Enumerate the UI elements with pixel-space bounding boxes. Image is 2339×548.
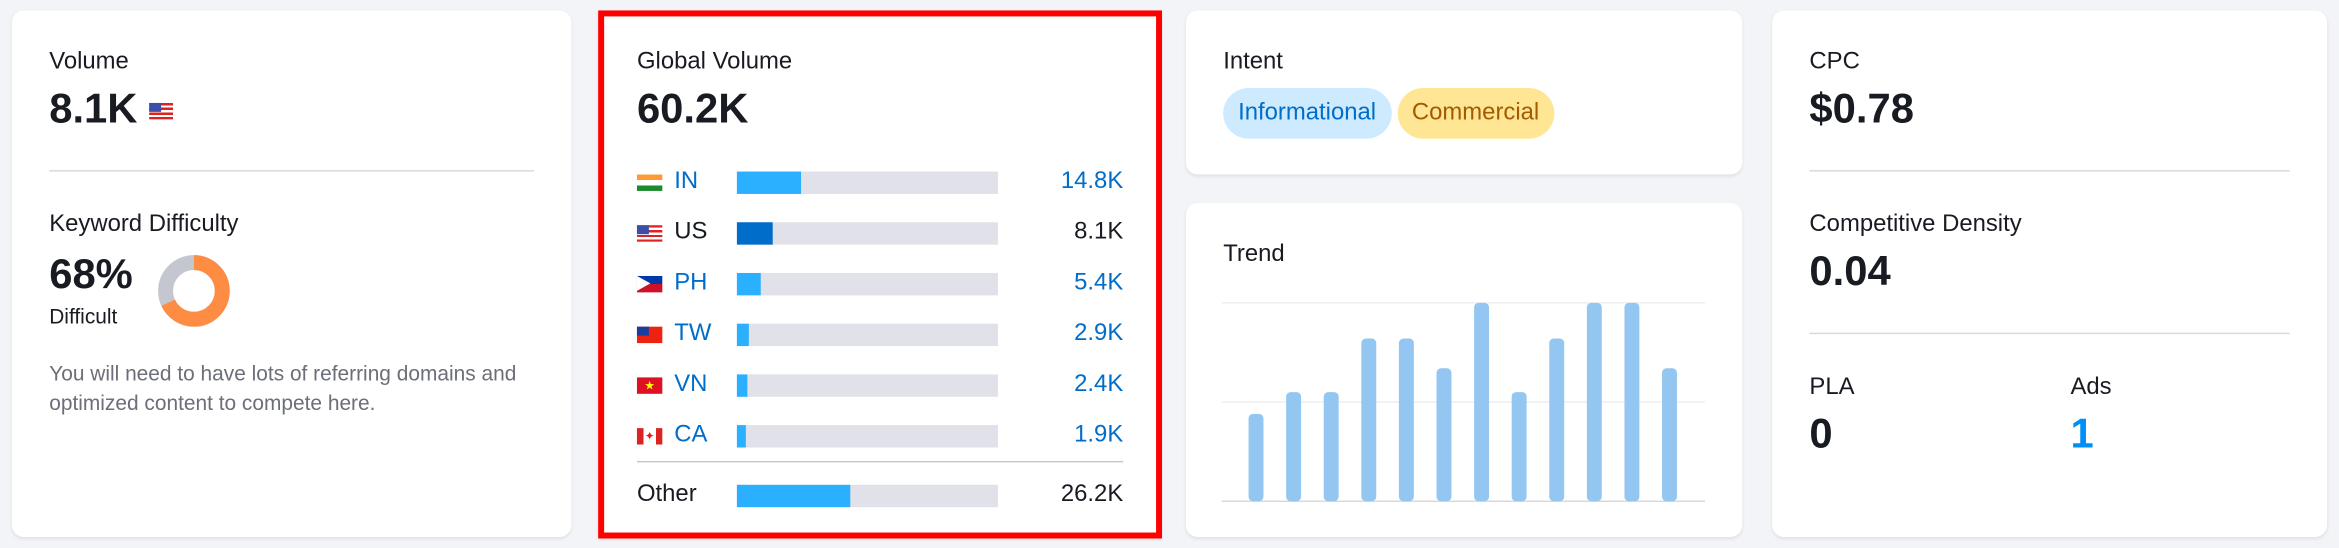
trend-bar — [1398, 338, 1414, 502]
intent-label: Intent — [1223, 49, 1283, 75]
country-value: 8.1K — [1074, 219, 1124, 245]
country-value[interactable]: 14.8K — [1060, 168, 1124, 194]
country-bar-fill — [736, 424, 746, 447]
country-bar-fill — [736, 170, 802, 194]
country-bar-fill — [736, 221, 773, 244]
cpc-value: $0.78 — [1809, 85, 1914, 132]
kd-note: You will need to have lots of referring … — [49, 360, 517, 415]
volume-number: 8.1K — [49, 85, 138, 132]
us-flag-icon — [149, 103, 173, 120]
country-code[interactable]: CA — [674, 422, 708, 448]
in-flag-icon — [636, 173, 663, 191]
trend-bar — [1586, 302, 1602, 502]
other-value: 26.2K — [1060, 481, 1124, 508]
trend-bar — [1474, 302, 1490, 502]
pla-value: 0 — [1809, 410, 1833, 457]
trend-bar — [1361, 338, 1377, 502]
trend-bar — [1323, 392, 1339, 502]
divider — [636, 460, 1124, 463]
volume-card: Volume 8.1K Keyword Difficulty 68% Diffi… — [11, 10, 572, 538]
country-code[interactable]: VN — [674, 371, 708, 397]
country-value[interactable]: 2.9K — [1074, 320, 1124, 347]
trend-bar — [1624, 302, 1640, 502]
us-flag-icon — [636, 224, 663, 241]
kd-value: 68% — [49, 250, 133, 297]
density-label: Competitive Density — [1809, 211, 2022, 238]
country-value[interactable]: 2.4K — [1074, 371, 1124, 397]
country-value[interactable]: 1.9K — [1074, 422, 1124, 448]
country-code[interactable]: TW — [674, 320, 712, 347]
country-bar — [736, 170, 998, 194]
country-row-vn: ★ VN 2.4K — [636, 370, 1124, 400]
trend-bar — [1549, 338, 1565, 502]
trend-bar — [1662, 368, 1677, 502]
intent-tag-commercial[interactable]: Commercial — [1396, 88, 1555, 139]
country-code: US — [674, 219, 708, 245]
country-bar — [736, 221, 998, 244]
trend-bar — [1511, 392, 1527, 502]
cpc-label: CPC — [1809, 49, 1860, 75]
intent-card: Intent Informational Commercial — [1185, 10, 1743, 175]
ads-value-link[interactable]: 1 — [2070, 410, 2094, 457]
kd-donut-fill — [158, 255, 230, 327]
country-code[interactable]: PH — [674, 269, 708, 296]
global-volume-value: 60.2K — [636, 85, 749, 132]
pla-label: PLA — [1809, 374, 1855, 400]
country-row-us: US 8.1K — [636, 218, 1124, 248]
trend-bar — [1248, 413, 1264, 502]
global-volume-label: Global Volume — [636, 49, 793, 75]
other-label: Other — [636, 481, 697, 508]
global-volume-card: Global Volume 60.2K IN 14.8K US 8.1K PH 5.4K T… — [598, 10, 1163, 539]
trend-bar — [1436, 368, 1452, 502]
divider — [49, 170, 535, 172]
country-bar — [736, 424, 998, 447]
ph-flag-icon — [636, 275, 663, 292]
country-code[interactable]: IN — [674, 168, 699, 194]
ads-label: Ads — [2070, 374, 2112, 400]
intent-tag-informational[interactable]: Informational — [1223, 88, 1392, 139]
trend-label: Trend — [1223, 241, 1285, 268]
volume-value: 8.1K — [49, 85, 534, 133]
ca-flag-icon: ✦ — [636, 427, 663, 444]
trend-bar — [1286, 392, 1302, 502]
country-row-ca: ✦ CA 1.9K — [636, 421, 1124, 451]
country-bar-fill — [736, 373, 748, 397]
cpc-card: CPC $0.78 Competitive Density 0.04 PLA 0… — [1772, 10, 2328, 538]
trend-chart — [1221, 302, 1706, 502]
country-value[interactable]: 5.4K — [1074, 269, 1124, 296]
trend-card: Trend — [1185, 202, 1743, 538]
country-row-other: Other 26.2K — [637, 480, 1123, 510]
country-bar — [736, 373, 998, 397]
country-bar — [736, 322, 998, 346]
country-row-tw: TW 2.9K — [636, 319, 1124, 349]
country-row-in: IN 14.8K — [636, 167, 1124, 197]
country-bar-fill — [736, 322, 750, 346]
kd-level: Difficult — [49, 304, 118, 329]
divider — [1809, 332, 2290, 335]
tw-flag-icon — [636, 325, 663, 343]
density-value: 0.04 — [1809, 247, 1891, 294]
country-bar-fill — [736, 272, 761, 295]
kd-label: Keyword Difficulty — [49, 211, 239, 238]
other-bar — [736, 484, 998, 507]
divider — [1809, 170, 2290, 172]
country-row-ph: PH 5.4K — [636, 269, 1124, 299]
vn-flag-icon: ★ — [636, 376, 663, 394]
country-bar — [736, 272, 998, 295]
kd-donut-chart — [158, 255, 230, 327]
volume-label: Volume — [49, 49, 129, 75]
